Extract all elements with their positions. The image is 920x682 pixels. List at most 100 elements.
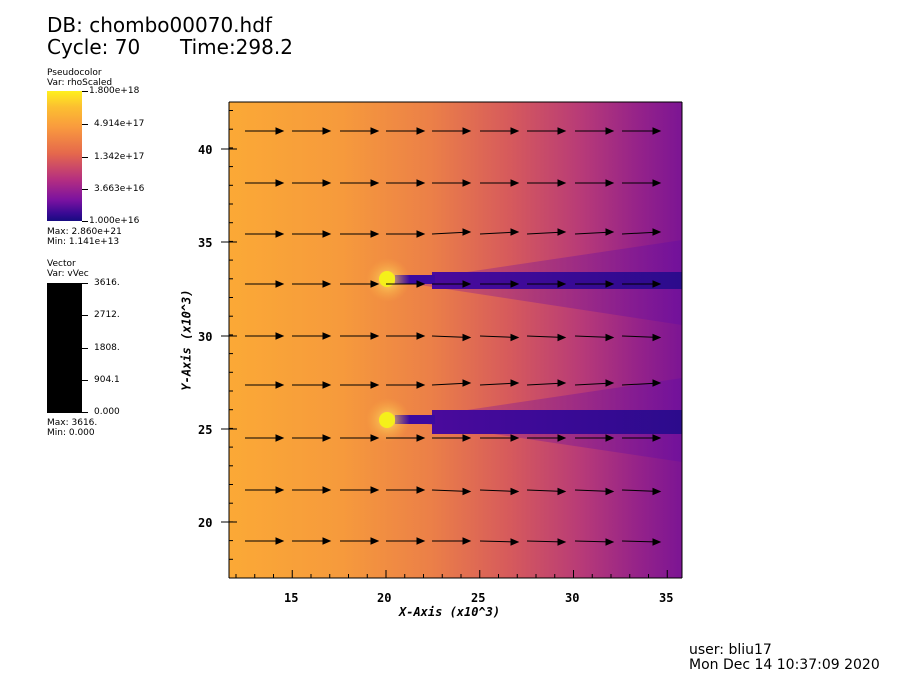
- vector-legend-title: Vector: [47, 259, 76, 269]
- pseudocolor-legend-title: Pseudocolor: [47, 68, 102, 78]
- vector-arrow-head: [275, 280, 285, 288]
- vector-arrow-head: [416, 332, 426, 340]
- vector-arrow-head: [652, 228, 662, 236]
- vector-arrow-head: [652, 179, 662, 187]
- x-tick-label: 15: [284, 591, 299, 605]
- vector-arrow-head: [462, 333, 472, 342]
- vector-arrow-head: [652, 280, 662, 288]
- vector-arrow-head: [416, 179, 426, 187]
- date-label: Mon Dec 14 10:37:09 2020: [689, 657, 880, 673]
- vector-arrow-head: [462, 228, 472, 236]
- x-tick-label: 35: [659, 591, 674, 605]
- vector-arrow-head: [370, 230, 380, 238]
- vector-arrow-head: [510, 333, 520, 342]
- vector-arrow-head: [322, 230, 332, 238]
- vector-arrow-head: [275, 230, 285, 238]
- vector-arrow-head: [605, 434, 615, 442]
- vector-arrow-head: [416, 434, 426, 442]
- pseudocolor-tick: 4.914e+17: [94, 119, 145, 129]
- y-tick-label: 35: [198, 236, 213, 250]
- vector-arrow-head: [462, 487, 472, 496]
- lower-wake: [432, 410, 682, 434]
- vector-arrow-head: [510, 538, 520, 546]
- vector-tick: 1808.: [94, 343, 120, 353]
- pseudocolor-min: Min: 1.141e+13: [47, 237, 120, 247]
- vector-arrow-head: [605, 487, 615, 496]
- vector-arrow-head: [370, 434, 380, 442]
- vector-arrow-head: [322, 280, 332, 288]
- vector-arrow-head: [605, 379, 615, 387]
- vector-arrow-head: [605, 179, 615, 187]
- x-tick-label: 25: [471, 591, 486, 605]
- vector-arrow-head: [416, 230, 426, 238]
- vector-arrow-head: [416, 127, 426, 135]
- upper-wake: [432, 272, 682, 289]
- vector-arrow-head: [462, 537, 472, 545]
- vector-arrow-head: [652, 379, 662, 387]
- vector-arrow-head: [557, 228, 567, 236]
- user-label: user: bliu17: [689, 642, 772, 658]
- vector-arrow-head: [605, 333, 615, 342]
- vector-tick: 2712.: [94, 310, 120, 320]
- x-tick-label: 30: [565, 591, 580, 605]
- vector-arrow-head: [510, 127, 520, 135]
- vector-arrow-head: [322, 434, 332, 442]
- y-axis-title: Y-Axis (x10^3): [179, 289, 194, 391]
- vector-arrow-head: [370, 127, 380, 135]
- vector-arrow-head: [557, 127, 567, 135]
- vector-arrow-head: [275, 537, 285, 545]
- vector-tick: 0.000: [94, 407, 120, 417]
- vector-arrow-head: [416, 280, 426, 288]
- vector-arrow-head: [652, 487, 662, 496]
- vector-arrow-head: [370, 332, 380, 340]
- vector-arrow-head: [416, 486, 426, 494]
- vector-arrow-head: [510, 487, 520, 496]
- vector-arrow-head: [510, 434, 520, 442]
- pseudocolor-tick: 1.800e+18: [89, 86, 140, 96]
- vector-max: Max: 3616.: [47, 418, 98, 428]
- vector-arrow-head: [275, 381, 285, 389]
- pseudocolor-tick: 1.000e+16: [89, 216, 140, 226]
- vector-arrow-head: [322, 486, 332, 494]
- pseudocolor-tick: 1.342e+17: [94, 152, 145, 162]
- vector-arrow-head: [557, 434, 567, 442]
- y-tick-label: 30: [198, 330, 213, 344]
- vector-arrow-head: [605, 127, 615, 135]
- vector-arrow-head: [557, 333, 567, 342]
- x-tick-label: 20: [377, 591, 392, 605]
- vector-min: Min: 0.000: [47, 428, 95, 438]
- vector-arrow-head: [416, 381, 426, 389]
- upper-obstacle: [379, 271, 395, 287]
- vector-arrow-head: [652, 434, 662, 442]
- vector-tick: 3616.: [94, 278, 120, 288]
- vector-arrow-head: [275, 179, 285, 187]
- vector-arrow-head: [370, 381, 380, 389]
- vector-arrow-head: [510, 179, 520, 187]
- pseudocolor-max: Max: 2.860e+21: [47, 227, 122, 237]
- pseudocolor-tick: 3.663e+16: [94, 184, 145, 194]
- vector-arrow-head: [322, 127, 332, 135]
- vector-arrow-head: [462, 179, 472, 187]
- lower-obstacle: [379, 412, 395, 428]
- y-tick-label: 20: [198, 516, 213, 530]
- vector-arrow-head: [652, 538, 662, 546]
- vector-arrow-head: [652, 333, 662, 342]
- vector-arrow-head: [510, 280, 520, 288]
- pseudocolor-colorbar: [47, 91, 82, 221]
- vector-arrow-head: [462, 379, 472, 387]
- vector-arrow-head: [510, 228, 520, 236]
- vector-arrow-head: [557, 280, 567, 288]
- vector-arrow-head: [322, 381, 332, 389]
- vector-arrow-head: [322, 179, 332, 187]
- vector-arrow-head: [370, 179, 380, 187]
- vector-arrow-head: [605, 538, 615, 546]
- vector-arrow-head: [416, 537, 426, 545]
- velocity-vectors: [245, 127, 662, 546]
- vector-arrow-head: [462, 127, 472, 135]
- vector-arrow-head: [557, 487, 567, 496]
- vector-tick: 904.1: [94, 375, 120, 385]
- vector-arrow-head: [652, 127, 662, 135]
- vector-arrow-head: [370, 280, 380, 288]
- db-title: DB: chombo00070.hdf: [47, 13, 272, 37]
- vector-arrow-head: [275, 332, 285, 340]
